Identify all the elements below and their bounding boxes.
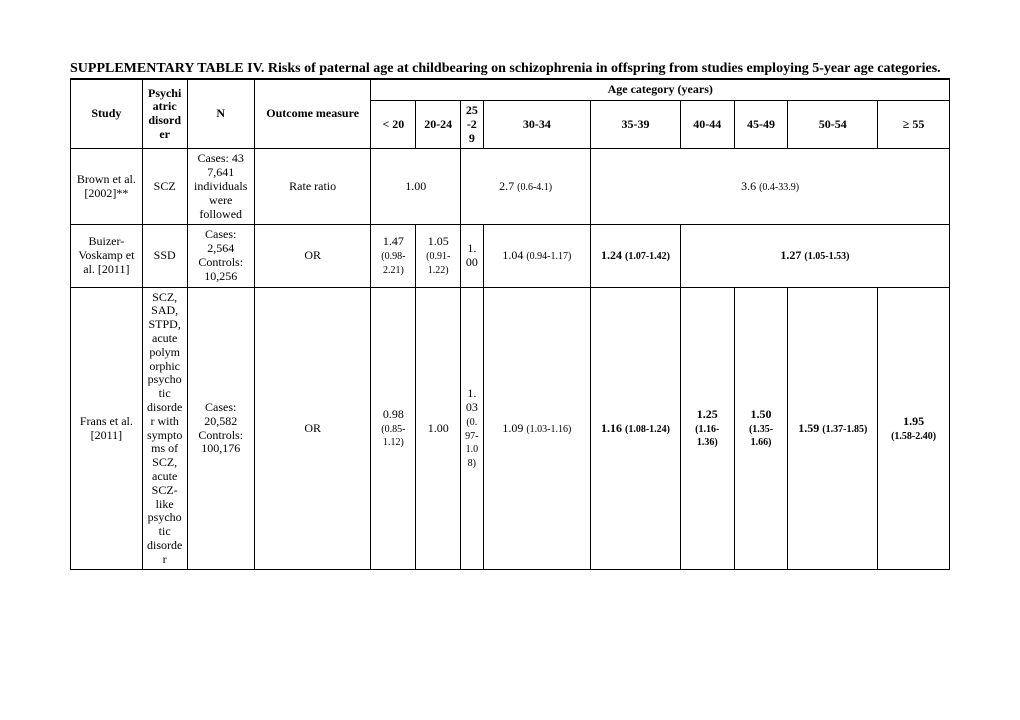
hdr-lt20: < 20 bbox=[371, 100, 416, 148]
table-row: Buizer-Voskamp et al. [2011] SSD Cases: … bbox=[71, 225, 950, 287]
cell-3539: 1.24 (1.07-1.42) bbox=[591, 225, 681, 287]
cell-outcome: OR bbox=[254, 287, 371, 570]
hdr-2529: 25-29 bbox=[461, 100, 483, 148]
cell-3034: 1.04 (0.94-1.17) bbox=[483, 225, 591, 287]
cell-lt20: 0.98 (0.85-1.12) bbox=[371, 287, 416, 570]
ci: (1.07-1.42) bbox=[625, 251, 670, 262]
cell-n: Cases: 20,582 Controls: 100,176 bbox=[187, 287, 254, 570]
hdr-n: N bbox=[187, 80, 254, 149]
table-row: Brown et al. [2002]** SCZ Cases: 43 7,64… bbox=[71, 149, 950, 225]
table-row: Frans et al. [2011] SCZ, SAD, STPD, acut… bbox=[71, 287, 950, 570]
value: 2.7 bbox=[499, 179, 514, 193]
value: 1.03 bbox=[466, 386, 478, 414]
hdr-3539: 35-39 bbox=[591, 100, 681, 148]
table-caption: SUPPLEMENTARY TABLE IV. Risks of paterna… bbox=[70, 60, 950, 79]
hdr-disorder: Psychiatric disorder bbox=[142, 80, 187, 149]
cell-n: Cases: 43 7,641 individuals were followe… bbox=[187, 149, 254, 225]
cell-3034: 1.09 (1.03-1.16) bbox=[483, 287, 591, 570]
cell-5054: 1.59 (1.37-1.85) bbox=[788, 287, 878, 570]
value: 1.05 bbox=[428, 234, 449, 248]
data-table: Study Psychiatric disorder N Outcome mea… bbox=[70, 79, 950, 570]
cell-lt20: 1.47 (0.98-2.21) bbox=[371, 225, 416, 287]
hdr-5054: 50-54 bbox=[788, 100, 878, 148]
hdr-outcome: Outcome measure bbox=[254, 80, 371, 149]
cell-study: Brown et al. [2002]** bbox=[71, 149, 143, 225]
cell-n: Cases: 2,564 Controls: 10,256 bbox=[187, 225, 254, 287]
cell-2529: 1.00 bbox=[461, 225, 483, 287]
cell-disorder: SCZ bbox=[142, 149, 187, 225]
value: 1.95 bbox=[903, 414, 924, 428]
cell-disorder: SCZ, SAD, STPD, acute polymorphic psycho… bbox=[142, 287, 187, 570]
cell-4044: 1.25 (1.16-1.36) bbox=[680, 287, 734, 570]
cell-40plus: 1.27 (1.05-1.53) bbox=[680, 225, 949, 287]
value: 1.16 bbox=[601, 421, 622, 435]
value: 1.04 bbox=[502, 248, 523, 262]
cell-35plus: 3.6 (0.4-33.9) bbox=[591, 149, 950, 225]
ci: (0.4-33.9) bbox=[759, 182, 799, 193]
value: 3.6 bbox=[741, 179, 756, 193]
value: 1.09 bbox=[502, 421, 523, 435]
ci: (1.35-1.66) bbox=[749, 424, 773, 449]
cell-disorder: SSD bbox=[142, 225, 187, 287]
ci: (0.97-1.08) bbox=[465, 417, 478, 469]
hdr-ge55: ≥ 55 bbox=[878, 100, 950, 148]
ci: (1.03-1.16) bbox=[526, 424, 571, 435]
cell-study: Frans et al. [2011] bbox=[71, 287, 143, 570]
hdr-3034: 30-34 bbox=[483, 100, 591, 148]
cell-outcome: OR bbox=[254, 225, 371, 287]
cell-2024: 1.05 (0.91-1.22) bbox=[416, 225, 461, 287]
value: 1.47 bbox=[383, 234, 404, 248]
value: 1.50 bbox=[751, 407, 772, 421]
ci: (0.94-1.17) bbox=[526, 251, 571, 262]
value: 0.98 bbox=[383, 407, 404, 421]
hdr-2024: 20-24 bbox=[416, 100, 461, 148]
ci: (1.37-1.85) bbox=[822, 424, 867, 435]
value: 1.59 bbox=[798, 421, 819, 435]
cell-2024: 1.00 bbox=[416, 287, 461, 570]
cell-lt20-2024: 1.00 bbox=[371, 149, 461, 225]
ci: (0.98-2.21) bbox=[381, 251, 405, 276]
cell-ge55: 1.95 (1.58-2.40) bbox=[878, 287, 950, 570]
ci: (1.08-1.24) bbox=[625, 424, 670, 435]
hdr-4044: 40-44 bbox=[680, 100, 734, 148]
caption-bold: SUPPLEMENTARY TABLE IV. Risks of paterna… bbox=[70, 61, 941, 76]
cell-study: Buizer-Voskamp et al. [2011] bbox=[71, 225, 143, 287]
cell-2529-3034: 2.7 (0.6-4.1) bbox=[461, 149, 591, 225]
value: 1.24 bbox=[601, 248, 622, 262]
ci: (1.58-2.40) bbox=[891, 431, 936, 442]
hdr-4549: 45-49 bbox=[734, 100, 788, 148]
value: 1.25 bbox=[697, 407, 718, 421]
ci: (1.16-1.36) bbox=[695, 424, 719, 449]
cell-4549: 1.50 (1.35-1.66) bbox=[734, 287, 788, 570]
cell-3539: 1.16 (1.08-1.24) bbox=[591, 287, 681, 570]
ci: (0.6-4.1) bbox=[517, 182, 552, 193]
ci: (0.91-1.22) bbox=[426, 251, 450, 276]
value: 1.27 bbox=[780, 248, 801, 262]
ci: (1.05-1.53) bbox=[804, 251, 849, 262]
hdr-age-cat: Age category (years) bbox=[371, 80, 950, 101]
ci: (0.85-1.12) bbox=[381, 424, 405, 449]
cell-2529: 1.03 (0.97-1.08) bbox=[461, 287, 483, 570]
header-row-1: Study Psychiatric disorder N Outcome mea… bbox=[71, 80, 950, 101]
cell-outcome: Rate ratio bbox=[254, 149, 371, 225]
hdr-study: Study bbox=[71, 80, 143, 149]
